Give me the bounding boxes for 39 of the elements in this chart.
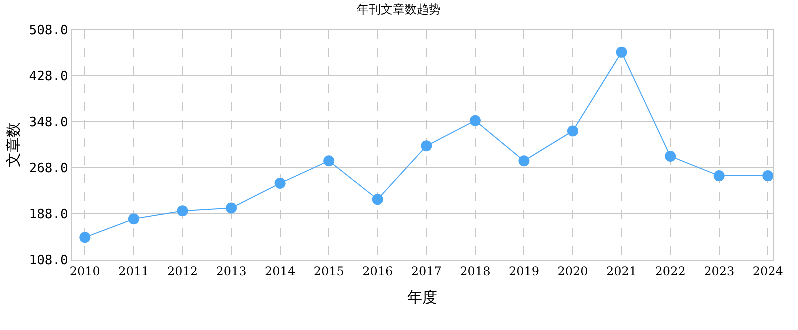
point [567,126,578,137]
x-tick-label: 2010 [70,264,100,278]
point [421,140,432,152]
chart-title: 年刊文章数趋势 [357,2,441,16]
x-tick-label: 2014 [265,264,296,278]
x-axis-title: 年度 [408,288,438,306]
x-tick-label: 2017 [411,264,442,278]
x-tick-label: 2011 [118,264,150,278]
point [518,156,530,167]
point [665,151,676,162]
point [762,170,774,182]
x-tick-label: 2023 [704,264,735,278]
x-tick-label: 2020 [558,264,588,278]
point [274,178,286,190]
point [226,202,238,214]
x-tick-label: 2012 [167,264,198,278]
point [324,156,335,167]
y-tick-label: 428.0 [29,70,68,85]
y-tick-label: 508.0 [29,24,68,39]
x-tick-label: 2013 [216,264,247,278]
point [80,232,91,244]
point [470,115,481,126]
x-tick-label: 2022 [655,264,686,278]
point [616,46,628,58]
x-tick-label: 2021 [606,264,638,278]
point [372,194,384,206]
x-tick-label: 2016 [362,264,394,278]
y-axis-title: 文章数 [4,122,23,168]
point [177,206,188,217]
x-tick-label: 2024 [752,264,784,278]
x-tick-label: 2018 [460,264,491,278]
y-tick-label: 348.0 [29,116,68,131]
y-tick-label: 108.0 [29,254,68,269]
y-tick-label: 188.0 [29,208,68,223]
point [714,170,725,182]
y-tick-label: 268.0 [29,162,68,177]
x-tick-label: 2015 [314,264,344,278]
point [128,214,140,225]
x-tick-label: 2019 [508,264,540,278]
